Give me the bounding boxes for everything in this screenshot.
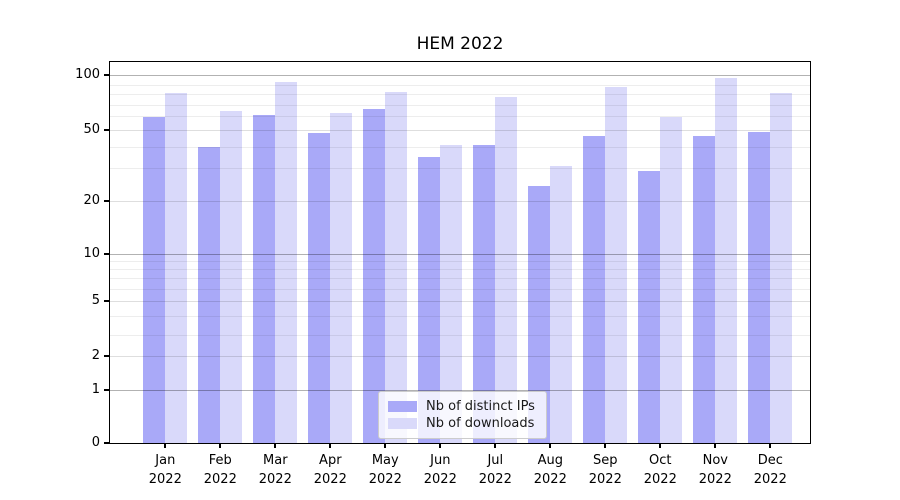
bar-ips-jul xyxy=(473,145,496,443)
x-tick-label: Mar 2022 xyxy=(258,453,292,487)
x-tick-mark xyxy=(164,444,167,448)
plot-area: 100 50 20 10 5 2 1 0 Jan 2022 Feb 2022 Mar 2022 Apr… xyxy=(75,61,811,487)
bar-ips-sep xyxy=(583,136,606,443)
x-tick-mark xyxy=(329,444,332,448)
gridline-10 xyxy=(110,253,810,255)
bar-downloads-sep xyxy=(605,86,628,443)
bar-downloads-feb xyxy=(220,111,243,443)
gridline-40 xyxy=(110,146,810,148)
bar-downloads-may xyxy=(385,92,408,443)
gridline-2 xyxy=(110,355,810,357)
y-tick-label: 50 xyxy=(83,122,100,137)
gridline-1 xyxy=(110,389,810,391)
bar-downloads-jun xyxy=(440,145,463,443)
gridline-9 xyxy=(110,260,810,262)
chart-title: HEM 2022 xyxy=(416,34,504,54)
bar-downloads-jan xyxy=(165,93,188,443)
bar-downloads-aug xyxy=(550,165,573,443)
y-tick-label: 20 xyxy=(83,193,100,208)
gridline-50 xyxy=(110,129,810,131)
x-tick-label: Feb 2022 xyxy=(203,453,237,487)
bar-downloads-dec xyxy=(770,93,793,443)
y-tick-mark xyxy=(104,300,110,302)
bar-ips-jan xyxy=(143,117,166,443)
x-tick-label: Aug 2022 xyxy=(533,453,567,487)
x-tick-label: May 2022 xyxy=(368,453,402,487)
x-tick-label: Jan 2022 xyxy=(148,453,182,487)
x-tick-mark xyxy=(659,444,662,448)
bar-ips-jun xyxy=(418,156,441,443)
bar-ips-aug xyxy=(528,186,551,443)
bar-downloads-apr xyxy=(330,112,353,443)
gridline-4 xyxy=(110,315,810,317)
x-tick-label: Sep 2022 xyxy=(588,453,622,487)
legend: Nb of distinct IPs Nb of downloads xyxy=(378,391,547,439)
bar-ips-feb xyxy=(198,147,221,443)
bar-downloads-jul xyxy=(495,97,518,443)
bar-downloads-nov xyxy=(715,77,738,443)
y-tick-mark xyxy=(104,355,110,357)
legend-swatch-distinct-ips xyxy=(388,401,417,412)
y-tick-mark xyxy=(104,200,110,202)
legend-swatch-downloads xyxy=(388,418,417,429)
y-tick-mark xyxy=(104,253,110,255)
x-tick-mark xyxy=(384,444,387,448)
gridline-100 xyxy=(110,74,810,76)
y-tick-label: 5 xyxy=(91,293,100,308)
gridline-80 xyxy=(110,93,810,95)
gridline-60 xyxy=(110,115,810,117)
x-tick-mark xyxy=(219,444,222,448)
gridline-6 xyxy=(110,288,810,290)
y-tick-mark xyxy=(104,389,110,391)
x-tick-label: Apr 2022 xyxy=(313,453,347,487)
x-tick-label: Jun 2022 xyxy=(423,453,457,487)
gridline-30 xyxy=(110,167,810,169)
y-tick-mark xyxy=(104,74,110,76)
x-tick-mark xyxy=(494,444,497,448)
gridline-20 xyxy=(110,200,810,202)
legend-item: Nb of distinct IPs xyxy=(388,398,537,415)
x-tick-mark xyxy=(769,444,772,448)
y-tick-label: 100 xyxy=(75,67,100,82)
bar-ips-mar xyxy=(253,114,276,443)
x-tick-label: Oct 2022 xyxy=(643,453,677,487)
x-tick-mark xyxy=(714,444,717,448)
bar-ips-may xyxy=(363,109,386,443)
gridline-8 xyxy=(110,268,810,270)
y-tick-mark xyxy=(104,442,110,444)
bar-ips-oct xyxy=(638,170,661,443)
y-tick-mark xyxy=(104,129,110,131)
y-tick-label: 10 xyxy=(83,246,100,261)
gridline-70 xyxy=(110,104,810,106)
x-tick-label: Dec 2022 xyxy=(753,453,787,487)
bar-downloads-oct xyxy=(660,117,683,443)
x-tick-mark xyxy=(604,444,607,448)
bar-ips-dec xyxy=(748,131,771,443)
y-tick-label: 0 xyxy=(91,435,100,450)
x-tick-mark xyxy=(549,444,552,448)
gridline-5 xyxy=(110,300,810,302)
x-tick-mark xyxy=(439,444,442,448)
bar-ips-nov xyxy=(693,136,716,443)
legend-label-distinct-ips: Nb of distinct IPs xyxy=(426,398,535,414)
bar-ips-apr xyxy=(308,133,331,443)
y-tick-label: 1 xyxy=(91,382,100,397)
x-tick-mark xyxy=(274,444,277,448)
gridline-3 xyxy=(110,334,810,336)
x-tick-label: Jul 2022 xyxy=(478,453,512,487)
bar-downloads-mar xyxy=(275,81,298,443)
legend-item: Nb of downloads xyxy=(388,415,537,432)
gridline-7 xyxy=(110,277,810,279)
y-tick-label: 2 xyxy=(91,348,100,363)
x-tick-label: Nov 2022 xyxy=(698,453,732,487)
legend-label-downloads: Nb of downloads xyxy=(426,415,535,431)
gridline-90 xyxy=(110,84,810,86)
